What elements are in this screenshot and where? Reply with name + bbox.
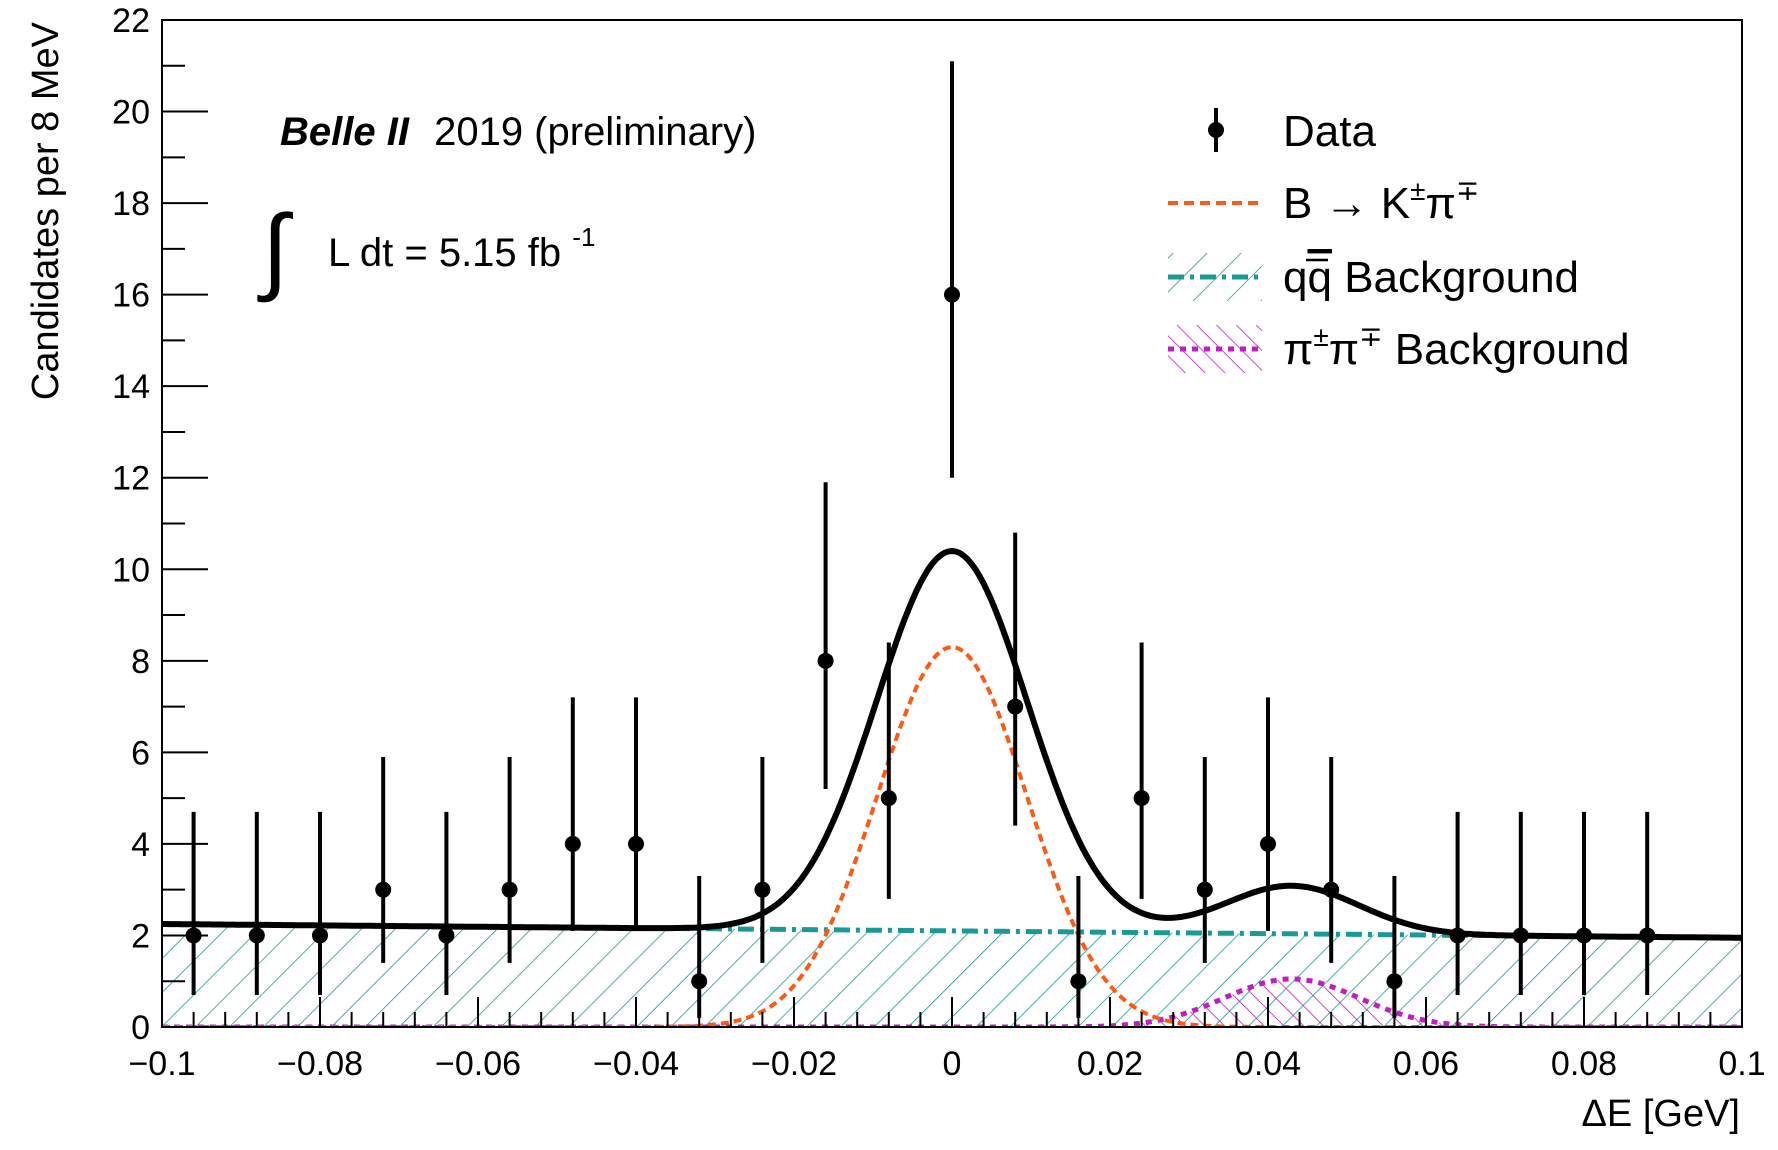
data-point xyxy=(1512,811,1529,995)
data-point xyxy=(1070,875,1087,1018)
data-point xyxy=(1133,642,1150,899)
data-marker xyxy=(628,835,644,852)
experiment-year: 2019 (preliminary) xyxy=(434,110,756,154)
y-tick-label: 20 xyxy=(112,94,150,132)
data-point xyxy=(1449,811,1466,995)
data-marker xyxy=(1133,790,1150,807)
y-tick-label: 6 xyxy=(131,734,150,772)
legend-entry-signal: B → K±π∓ xyxy=(1168,175,1479,228)
data-point xyxy=(1639,811,1656,995)
x-tick-label: 0 xyxy=(943,1045,962,1083)
x-tick-label: 0.08 xyxy=(1551,1045,1617,1083)
data-point xyxy=(880,642,897,899)
data-marker xyxy=(1449,927,1466,944)
data-point xyxy=(1576,811,1592,995)
legend-label-signal: B → K±π∓ xyxy=(1283,175,1479,228)
data-point xyxy=(754,756,771,963)
legend-entry-qq: qq Background xyxy=(1168,253,1579,302)
data-marker xyxy=(501,881,518,898)
data-marker xyxy=(1576,927,1592,944)
data-marker xyxy=(1386,973,1403,990)
data-marker xyxy=(1260,835,1276,852)
data-point xyxy=(944,61,960,478)
data-marker xyxy=(880,790,897,807)
lumi-integral-sign: ∫ xyxy=(257,196,293,303)
luminosity-exponent: -1 xyxy=(572,222,595,252)
data-point xyxy=(564,697,581,931)
y-tick-label: 18 xyxy=(112,185,150,223)
data-point xyxy=(312,811,328,995)
x-tick-label: 0.1 xyxy=(1718,1045,1765,1083)
data-marker xyxy=(564,835,581,852)
data-marker xyxy=(691,973,708,990)
data-point xyxy=(1386,875,1403,1018)
data-marker xyxy=(1196,881,1213,898)
x-axis-title: ΔE [GeV] xyxy=(1582,1093,1740,1135)
x-tick-label: −0.04 xyxy=(593,1045,679,1083)
data-point xyxy=(691,875,708,1018)
data-marker xyxy=(754,881,771,898)
y-tick-label: 8 xyxy=(131,643,150,681)
data-marker xyxy=(1323,881,1340,898)
x-tick-label: 0.04 xyxy=(1235,1045,1301,1083)
experiment-name: Belle II xyxy=(280,110,410,154)
legend-entry-data: Data xyxy=(1208,107,1376,156)
data-marker xyxy=(438,927,455,944)
data-point xyxy=(248,811,265,995)
total-fit-curve xyxy=(162,547,1742,941)
data-marker xyxy=(312,927,328,944)
data-marker xyxy=(1639,927,1656,944)
x-tick-label: −0.06 xyxy=(435,1045,521,1083)
x-tick-label: −0.02 xyxy=(751,1045,837,1083)
data-marker xyxy=(944,286,960,303)
data-point xyxy=(1007,532,1024,826)
y-tick-label: 10 xyxy=(112,551,150,589)
data-marker xyxy=(1512,927,1529,944)
data-point xyxy=(438,811,455,995)
y-tick-label: 22 xyxy=(112,2,150,40)
legend-data-marker xyxy=(1208,122,1224,138)
data-point xyxy=(501,756,518,963)
luminosity-label: L dt = 5.15 fb -1 xyxy=(328,222,595,275)
y-tick-label: 12 xyxy=(112,460,150,498)
y-tick-label: 4 xyxy=(131,826,150,864)
data-marker xyxy=(375,881,392,898)
data-point xyxy=(1323,756,1340,963)
data-point xyxy=(1196,756,1213,963)
data-point xyxy=(1260,697,1276,931)
plot-area xyxy=(162,61,1742,1027)
luminosity-value: L dt = 5.15 fb xyxy=(328,231,561,275)
axes: −0.1 −0.08 −0.06 −0.04 −0.02 0 0.02 0.04 0.06 0.0… xyxy=(112,2,1765,1083)
legend-label-data: Data xyxy=(1283,107,1376,156)
data-marker xyxy=(248,927,265,944)
data-marker xyxy=(1070,973,1087,990)
y-tick-label: 0 xyxy=(131,1009,150,1047)
y-tick-label: 16 xyxy=(112,277,150,315)
y-tick-label: 14 xyxy=(112,368,150,406)
x-tick-label: 0.06 xyxy=(1393,1045,1459,1083)
x-tick-label: −0.1 xyxy=(128,1045,195,1083)
pipi-background-fill xyxy=(162,978,1742,1027)
experiment-title: Belle II 2019 (preliminary) xyxy=(280,110,756,154)
x-tick-label: −0.08 xyxy=(277,1045,363,1083)
data-point xyxy=(817,482,834,789)
legend-entry-pipi: π±π∓ Background xyxy=(1168,321,1630,374)
legend: Data B → K±π∓ qq Background π±π∓ Backgro… xyxy=(1168,107,1630,374)
x-tick-label: 0.02 xyxy=(1077,1045,1143,1083)
legend-label-pipi: π±π∓ Background xyxy=(1283,321,1630,374)
data-point xyxy=(375,756,392,963)
data-points xyxy=(185,61,1656,1018)
data-marker xyxy=(817,652,834,669)
data-marker xyxy=(1007,698,1024,715)
y-tick-label: 2 xyxy=(131,917,150,955)
data-point xyxy=(628,697,644,931)
y-axis-title: Candidates per 8 MeV xyxy=(25,21,67,400)
